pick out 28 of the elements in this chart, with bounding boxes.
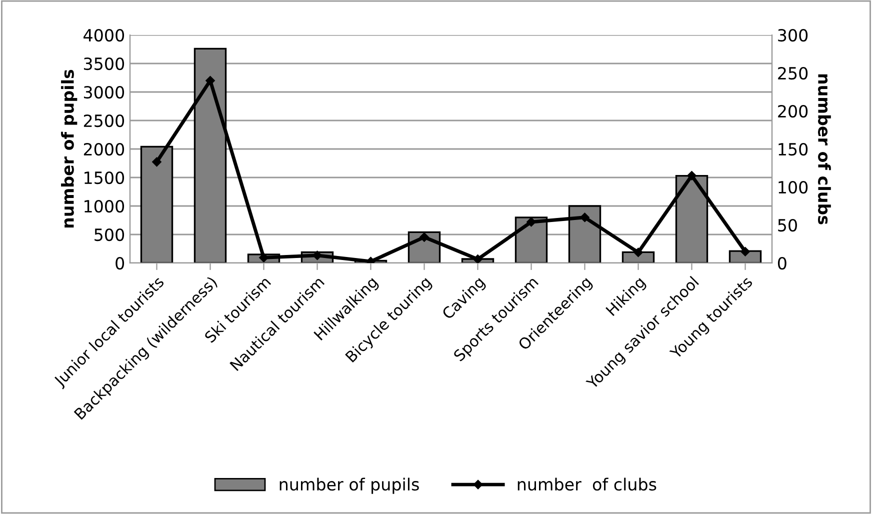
y2-tick-label: 250	[778, 66, 808, 80]
legend-label: number of clubs	[518, 478, 656, 491]
y2-tick-label: 200	[778, 104, 808, 118]
y2-tick-label: 0	[778, 256, 786, 270]
y2-tick-label: 300	[778, 28, 808, 42]
point	[206, 76, 215, 86]
legend-label: number of pupils	[280, 478, 419, 494]
y2-tick-label: 50	[778, 218, 797, 232]
y-tick-label: 2000	[84, 142, 124, 156]
y-tick-label: 1500	[84, 171, 124, 184]
point	[580, 212, 590, 222]
point	[473, 254, 482, 263]
y-tick-label: 4000	[84, 28, 124, 42]
y2-tick-label: 100	[778, 180, 808, 194]
y-axis-title: number of pupils	[61, 70, 78, 228]
y-tick-label: 2500	[84, 114, 124, 128]
point	[420, 232, 429, 242]
y-tick-label: 500	[94, 228, 124, 242]
y-tick-label: 1000	[84, 200, 124, 213]
y-tick-label: 0	[116, 256, 124, 270]
point	[687, 170, 696, 180]
point	[526, 217, 536, 227]
point	[152, 157, 162, 167]
y2-axis-title: number of clubs	[818, 74, 831, 224]
point	[259, 253, 268, 262]
y-tick-label: 3000	[84, 86, 124, 99]
y2-tick-label: 150	[778, 142, 808, 156]
y-tick-label: 3500	[84, 57, 124, 70]
